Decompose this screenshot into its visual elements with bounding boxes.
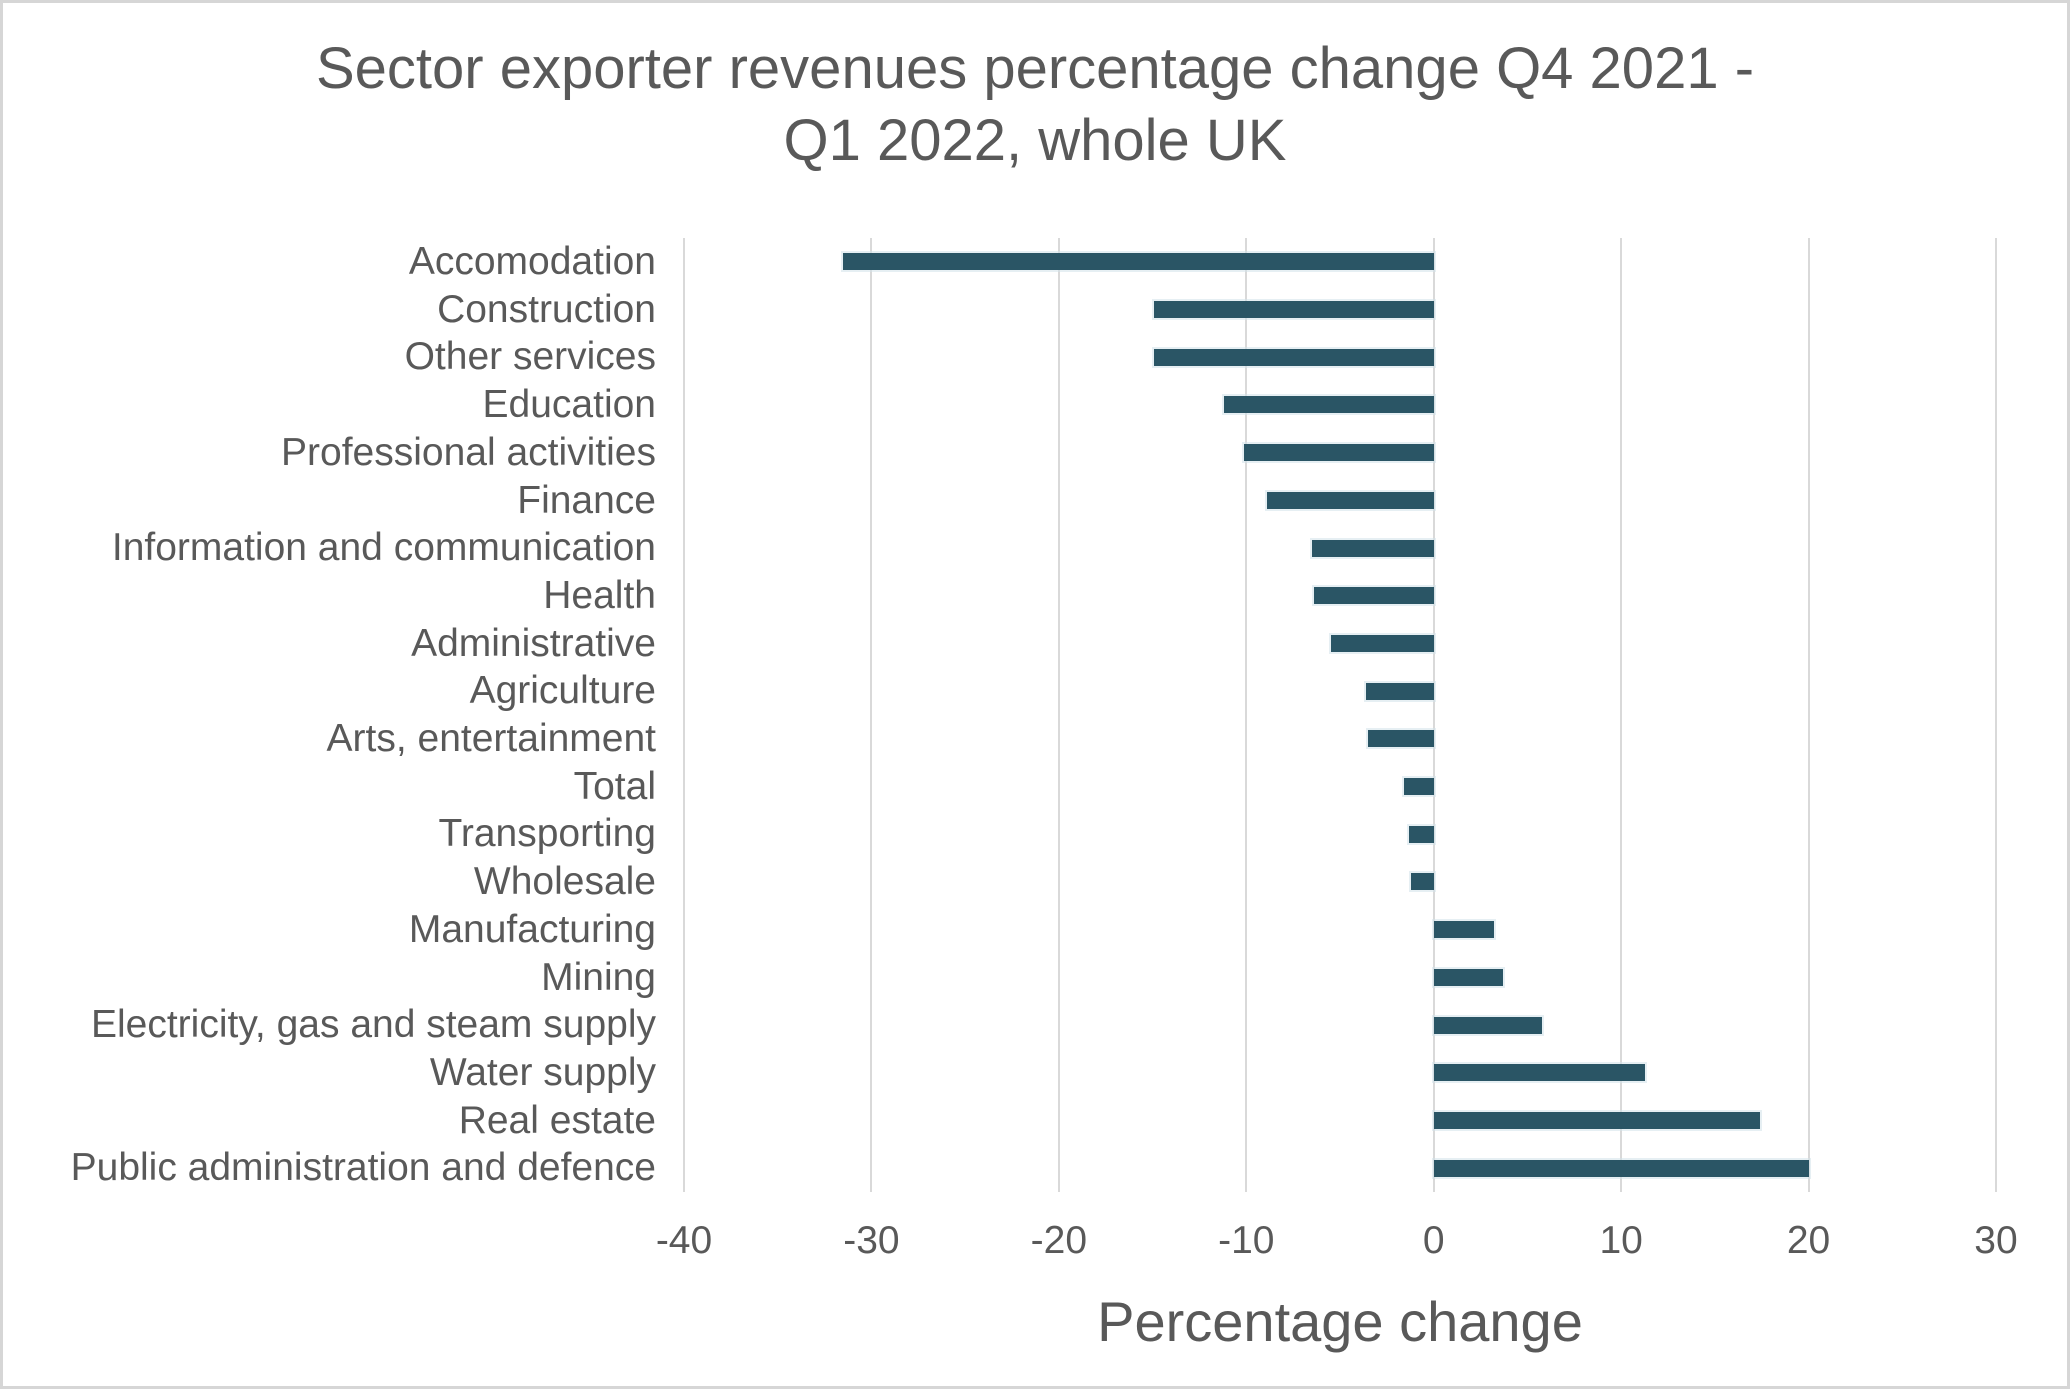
chart-title-line-2: Q1 2022, whole UK xyxy=(783,108,1287,173)
gridline-10 xyxy=(1620,238,1623,1192)
category-label-transporting: Transporting xyxy=(438,812,657,856)
bar-agriculture xyxy=(1366,682,1434,700)
x-axis-title: Percentage change xyxy=(1097,1290,1583,1353)
bar-water-supply xyxy=(1433,1064,1646,1082)
x-axis-tick-labels: -40 -30 -20 -10 0 10 20 30 xyxy=(656,1219,2018,1271)
bar-construction xyxy=(1154,301,1434,319)
gridline--10 xyxy=(1245,238,1248,1192)
chart-title-line-1: Sector exporter revenues percentage chan… xyxy=(315,36,1755,101)
chart-title: Sector exporter revenues percentage chan… xyxy=(3,33,2067,177)
bar-information-and-communication xyxy=(1311,539,1434,557)
gridline--20 xyxy=(1057,238,1060,1192)
gridline-0 xyxy=(1432,238,1435,1192)
category-label-administrative: Administrative xyxy=(411,621,656,665)
x-tick-label--40: -40 xyxy=(655,1219,713,1262)
x-tick-label-20: 20 xyxy=(1786,1219,1831,1262)
bar-arts-entertainment xyxy=(1368,730,1434,748)
gridline--30 xyxy=(870,238,873,1192)
category-label-mining: Mining xyxy=(541,955,656,999)
bar-manufacturing xyxy=(1433,921,1494,939)
bar-administrative xyxy=(1330,634,1434,652)
x-tick-label--10: -10 xyxy=(1218,1219,1275,1262)
bar-professional-activities xyxy=(1244,444,1434,462)
category-label-health: Health xyxy=(543,573,656,617)
bar-health xyxy=(1313,587,1434,605)
gridline-20 xyxy=(1807,238,1810,1192)
category-label-water-supply: Water supply xyxy=(429,1050,656,1094)
category-label-professional-activities: Professional activities xyxy=(281,430,656,474)
category-label-construction: Construction xyxy=(437,287,656,331)
bar-accomodation xyxy=(843,253,1434,271)
category-label-agriculture: Agriculture xyxy=(469,669,656,713)
category-label-education: Education xyxy=(482,383,656,427)
category-label-public-administration-and-defence: Public administration and defence xyxy=(70,1146,656,1190)
bar-wholesale xyxy=(1411,873,1434,891)
bar-mining xyxy=(1433,968,1504,986)
bar-electricity-gas-and-steam-supply xyxy=(1433,1016,1543,1034)
category-label-information-and-communication: Information and communication xyxy=(111,526,656,570)
category-label-other-services: Other services xyxy=(404,335,656,379)
category-label-electricity-gas-and-steam-supply: Electricity, gas and steam supply xyxy=(90,1003,656,1047)
category-label-accomodation: Accomodation xyxy=(408,240,656,283)
x-tick-label--30: -30 xyxy=(843,1219,900,1262)
category-label-manufacturing: Manufacturing xyxy=(408,907,656,951)
category-label-wholesale: Wholesale xyxy=(473,860,656,904)
bar-education xyxy=(1223,396,1434,414)
bar-real-estate xyxy=(1433,1111,1760,1129)
bar-transporting xyxy=(1409,825,1434,843)
x-tick-label--20: -20 xyxy=(1030,1219,1088,1262)
gridline--40 xyxy=(683,238,685,1192)
category-label-total: Total xyxy=(573,764,656,808)
category-label-finance: Finance xyxy=(517,478,656,522)
x-tick-label-30: 30 xyxy=(1974,1219,2018,1262)
category-label-arts-entertainment: Arts, entertainment xyxy=(326,717,656,760)
y-axis-category-labels: Accomodation Construction Other services Ed… xyxy=(3,238,656,1192)
gridline-30 xyxy=(1995,238,1997,1192)
plot-area xyxy=(683,238,1997,1192)
x-tick-label-0: 0 xyxy=(1422,1219,1445,1262)
bar-total xyxy=(1403,778,1434,796)
bar-finance xyxy=(1266,491,1434,509)
bar-other-services xyxy=(1154,348,1434,366)
x-tick-label-10: 10 xyxy=(1599,1219,1643,1262)
bar-public-administration-and-defence xyxy=(1433,1159,1809,1177)
category-label-real-estate: Real estate xyxy=(458,1098,656,1142)
